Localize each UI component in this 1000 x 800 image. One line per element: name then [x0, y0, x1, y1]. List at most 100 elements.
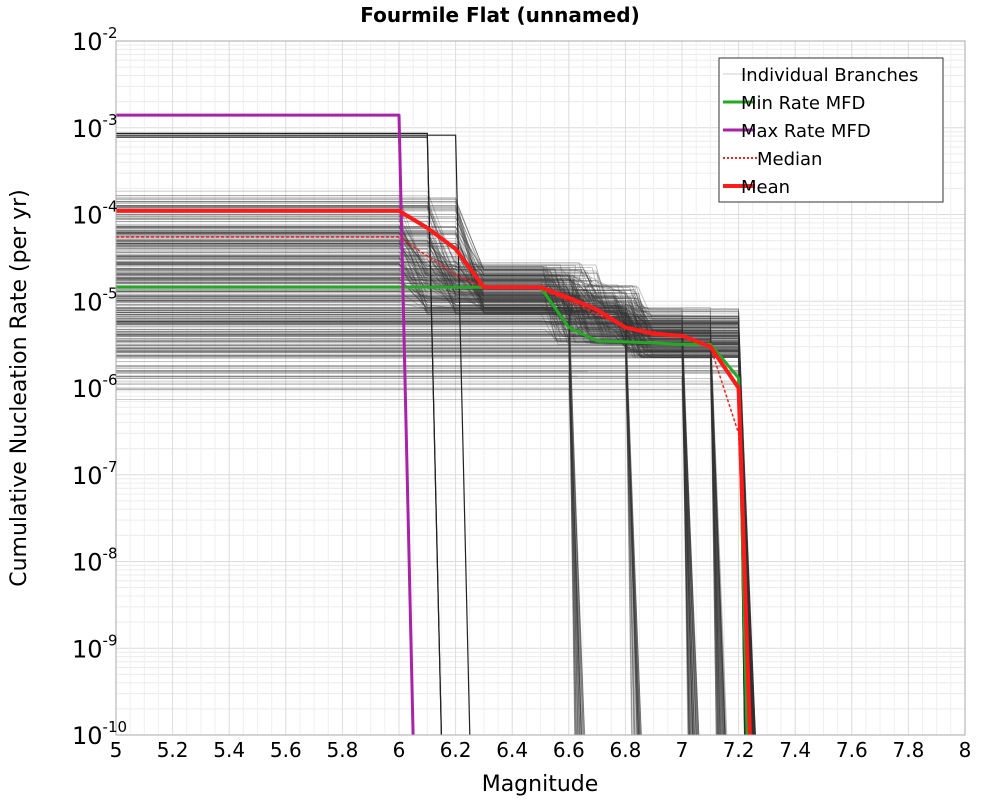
branch-line — [116, 225, 642, 736]
branch-line — [116, 301, 582, 736]
branch-line — [116, 365, 745, 736]
branch-line — [116, 217, 747, 736]
branch-line — [116, 273, 635, 736]
branch-line — [116, 257, 593, 736]
branch-line — [116, 361, 749, 736]
branch-line — [116, 274, 640, 736]
branch-line — [116, 341, 756, 736]
branch-line — [116, 213, 752, 736]
branch-line — [116, 347, 755, 736]
branch-line — [116, 316, 748, 736]
branch-line — [116, 371, 754, 736]
branch-line — [116, 136, 442, 736]
branch-line — [116, 207, 579, 736]
branch-line — [116, 291, 593, 736]
series-lines — [116, 113, 752, 736]
branch-line — [116, 228, 691, 736]
branch-line — [116, 323, 754, 736]
branch-line — [116, 351, 717, 736]
branch-line — [116, 304, 749, 736]
branch-line — [116, 242, 746, 736]
branch-line — [116, 376, 639, 736]
branch-line — [116, 321, 756, 736]
branch-line — [116, 258, 583, 736]
branch-line — [116, 290, 750, 736]
branch-line — [116, 299, 635, 736]
x-tick-label: 7 — [676, 738, 689, 762]
branch-line — [116, 333, 753, 736]
branch-line — [116, 268, 640, 736]
branch-line — [116, 195, 753, 736]
branch-line — [116, 132, 442, 736]
branch-line — [116, 190, 748, 736]
branch-line — [116, 242, 754, 736]
branch-line — [116, 341, 722, 736]
branch-line — [116, 298, 583, 736]
branch-line — [116, 294, 752, 736]
branch-line — [116, 244, 749, 736]
branch-line — [116, 258, 751, 736]
branch-line — [116, 355, 751, 736]
branch-line — [116, 275, 749, 736]
branch-line — [116, 375, 581, 736]
series-max-rate-mfd — [116, 113, 415, 736]
branch-line — [116, 270, 727, 736]
branch-line — [116, 323, 641, 736]
branch-line — [116, 218, 697, 736]
branch-line — [116, 350, 720, 736]
branch-line — [116, 338, 577, 736]
branch-line — [116, 265, 717, 736]
branch-line — [116, 287, 750, 736]
branch-line — [116, 399, 752, 736]
branch-line — [116, 258, 718, 736]
branch-line — [116, 352, 751, 736]
branch-line — [116, 231, 641, 736]
branch-line — [116, 334, 690, 736]
branch-line — [116, 229, 638, 736]
legend: Individual Branches Min Rate MFD Max Rate … — [718, 57, 944, 203]
branch-line — [116, 238, 691, 736]
branch-line — [116, 356, 749, 736]
branch-line — [116, 230, 745, 736]
branch-line — [116, 307, 753, 736]
branch-line — [116, 366, 756, 736]
branch-line — [116, 199, 756, 736]
branch-line — [116, 226, 580, 736]
legend-label: Max Rate MFD — [741, 121, 871, 142]
branch-line — [116, 324, 719, 736]
branch-line — [116, 316, 752, 736]
x-tick-label: 6.8 — [609, 738, 641, 762]
branch-line — [116, 228, 722, 736]
branch-line — [116, 282, 720, 736]
branch-line — [116, 224, 747, 736]
branch-line — [116, 318, 753, 736]
branch-line — [116, 389, 694, 736]
branch-line — [116, 335, 754, 736]
branch-line — [116, 246, 746, 736]
branch-line — [116, 324, 753, 736]
x-tick-label: 6.4 — [496, 738, 528, 762]
y-axis-title: Cumulative Nucleation Rate (per yr) — [7, 189, 32, 587]
branch-line — [116, 377, 694, 736]
x-tick-label: 8 — [959, 738, 972, 762]
branch-line — [116, 321, 754, 736]
branch-line — [116, 384, 752, 736]
branch-line — [116, 299, 755, 736]
x-tick-label: 7.2 — [723, 738, 755, 762]
y-tick-label: 10-9 — [72, 631, 118, 663]
branch-line — [116, 335, 750, 736]
branch-line — [116, 251, 576, 736]
branch-line — [116, 134, 471, 736]
branch-line — [116, 370, 752, 736]
branch-line — [116, 271, 750, 736]
branch-line — [116, 263, 592, 736]
x-tick-label: 5.2 — [157, 738, 189, 762]
branch-line — [116, 351, 750, 736]
branch-line — [116, 346, 751, 736]
branch-line — [116, 226, 726, 736]
branch-line — [116, 340, 723, 736]
branch-line — [116, 263, 755, 736]
branch-line — [116, 217, 640, 736]
branch-line — [116, 352, 754, 736]
branch-line — [116, 214, 753, 736]
